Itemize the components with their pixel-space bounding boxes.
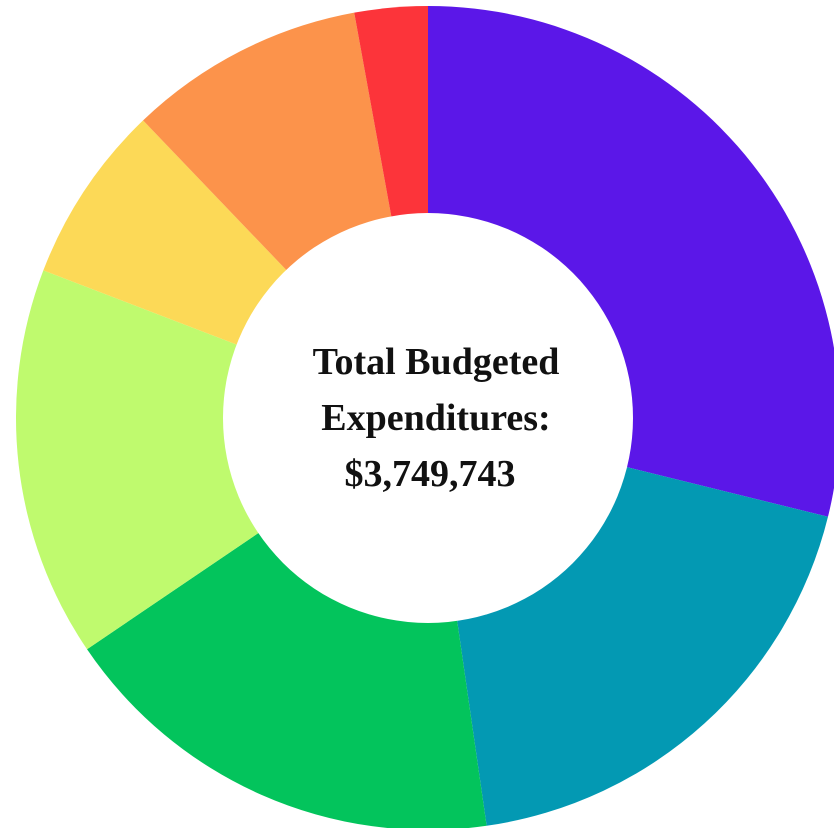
donut-hole [223, 213, 633, 623]
center-label-line-2: Expenditures: [321, 397, 550, 439]
center-label-line-1: Total Budgeted [313, 341, 560, 383]
center-label-line-3: $3,749,743 [345, 453, 516, 495]
donut-slice-4 [15, 270, 428, 650]
